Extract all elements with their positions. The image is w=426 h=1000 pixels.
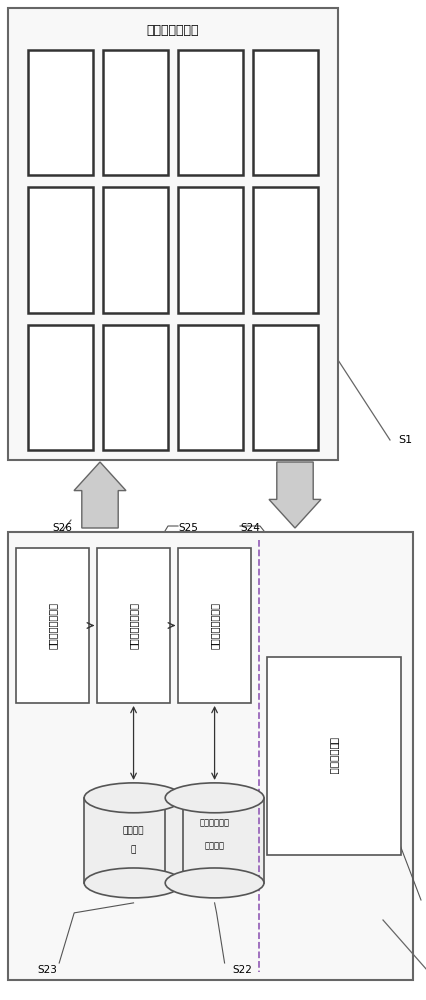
Bar (28, 50, 93, 175)
Text: 交通流量分析模块: 交通流量分析模块 (129, 602, 138, 649)
Text: 历史数据: 历史数据 (123, 827, 144, 836)
Text: S24: S24 (240, 523, 260, 533)
Bar (178, 187, 243, 313)
Bar (253, 325, 318, 450)
Text: 实时、图像、: 实时、图像、 (200, 819, 230, 828)
Bar (103, 187, 168, 313)
Bar (165, 798, 264, 883)
Text: S23: S23 (37, 965, 57, 975)
Bar (178, 325, 243, 450)
Bar (28, 325, 93, 450)
Bar (8, 532, 413, 980)
Text: 库: 库 (131, 845, 136, 854)
Text: S25: S25 (178, 523, 198, 533)
Ellipse shape (84, 868, 183, 898)
Text: 交通流量检测模块: 交通流量检测模块 (210, 602, 219, 649)
Bar (178, 50, 243, 175)
Ellipse shape (84, 783, 183, 813)
Bar (28, 187, 93, 313)
Bar (103, 325, 168, 450)
Bar (84, 798, 183, 883)
Text: S1: S1 (398, 435, 412, 445)
Ellipse shape (165, 868, 264, 898)
Polygon shape (74, 462, 126, 528)
Text: S26: S26 (52, 523, 72, 533)
Bar (8, 8, 338, 460)
Bar (267, 657, 401, 855)
Polygon shape (269, 462, 321, 528)
Bar (103, 50, 168, 175)
Bar (97, 548, 170, 703)
Text: 影像采集器阵列: 影像采集器阵列 (147, 23, 199, 36)
Text: 用户交互模块: 用户交互模块 (329, 737, 339, 775)
Text: 交通信号控制模块: 交通信号控制模块 (48, 602, 58, 649)
Bar (253, 187, 318, 313)
Text: S22: S22 (233, 965, 253, 975)
Text: 文本数据: 文本数据 (204, 842, 225, 851)
Ellipse shape (165, 783, 264, 813)
Bar (253, 50, 318, 175)
Bar (178, 548, 251, 703)
Bar (16, 548, 89, 703)
